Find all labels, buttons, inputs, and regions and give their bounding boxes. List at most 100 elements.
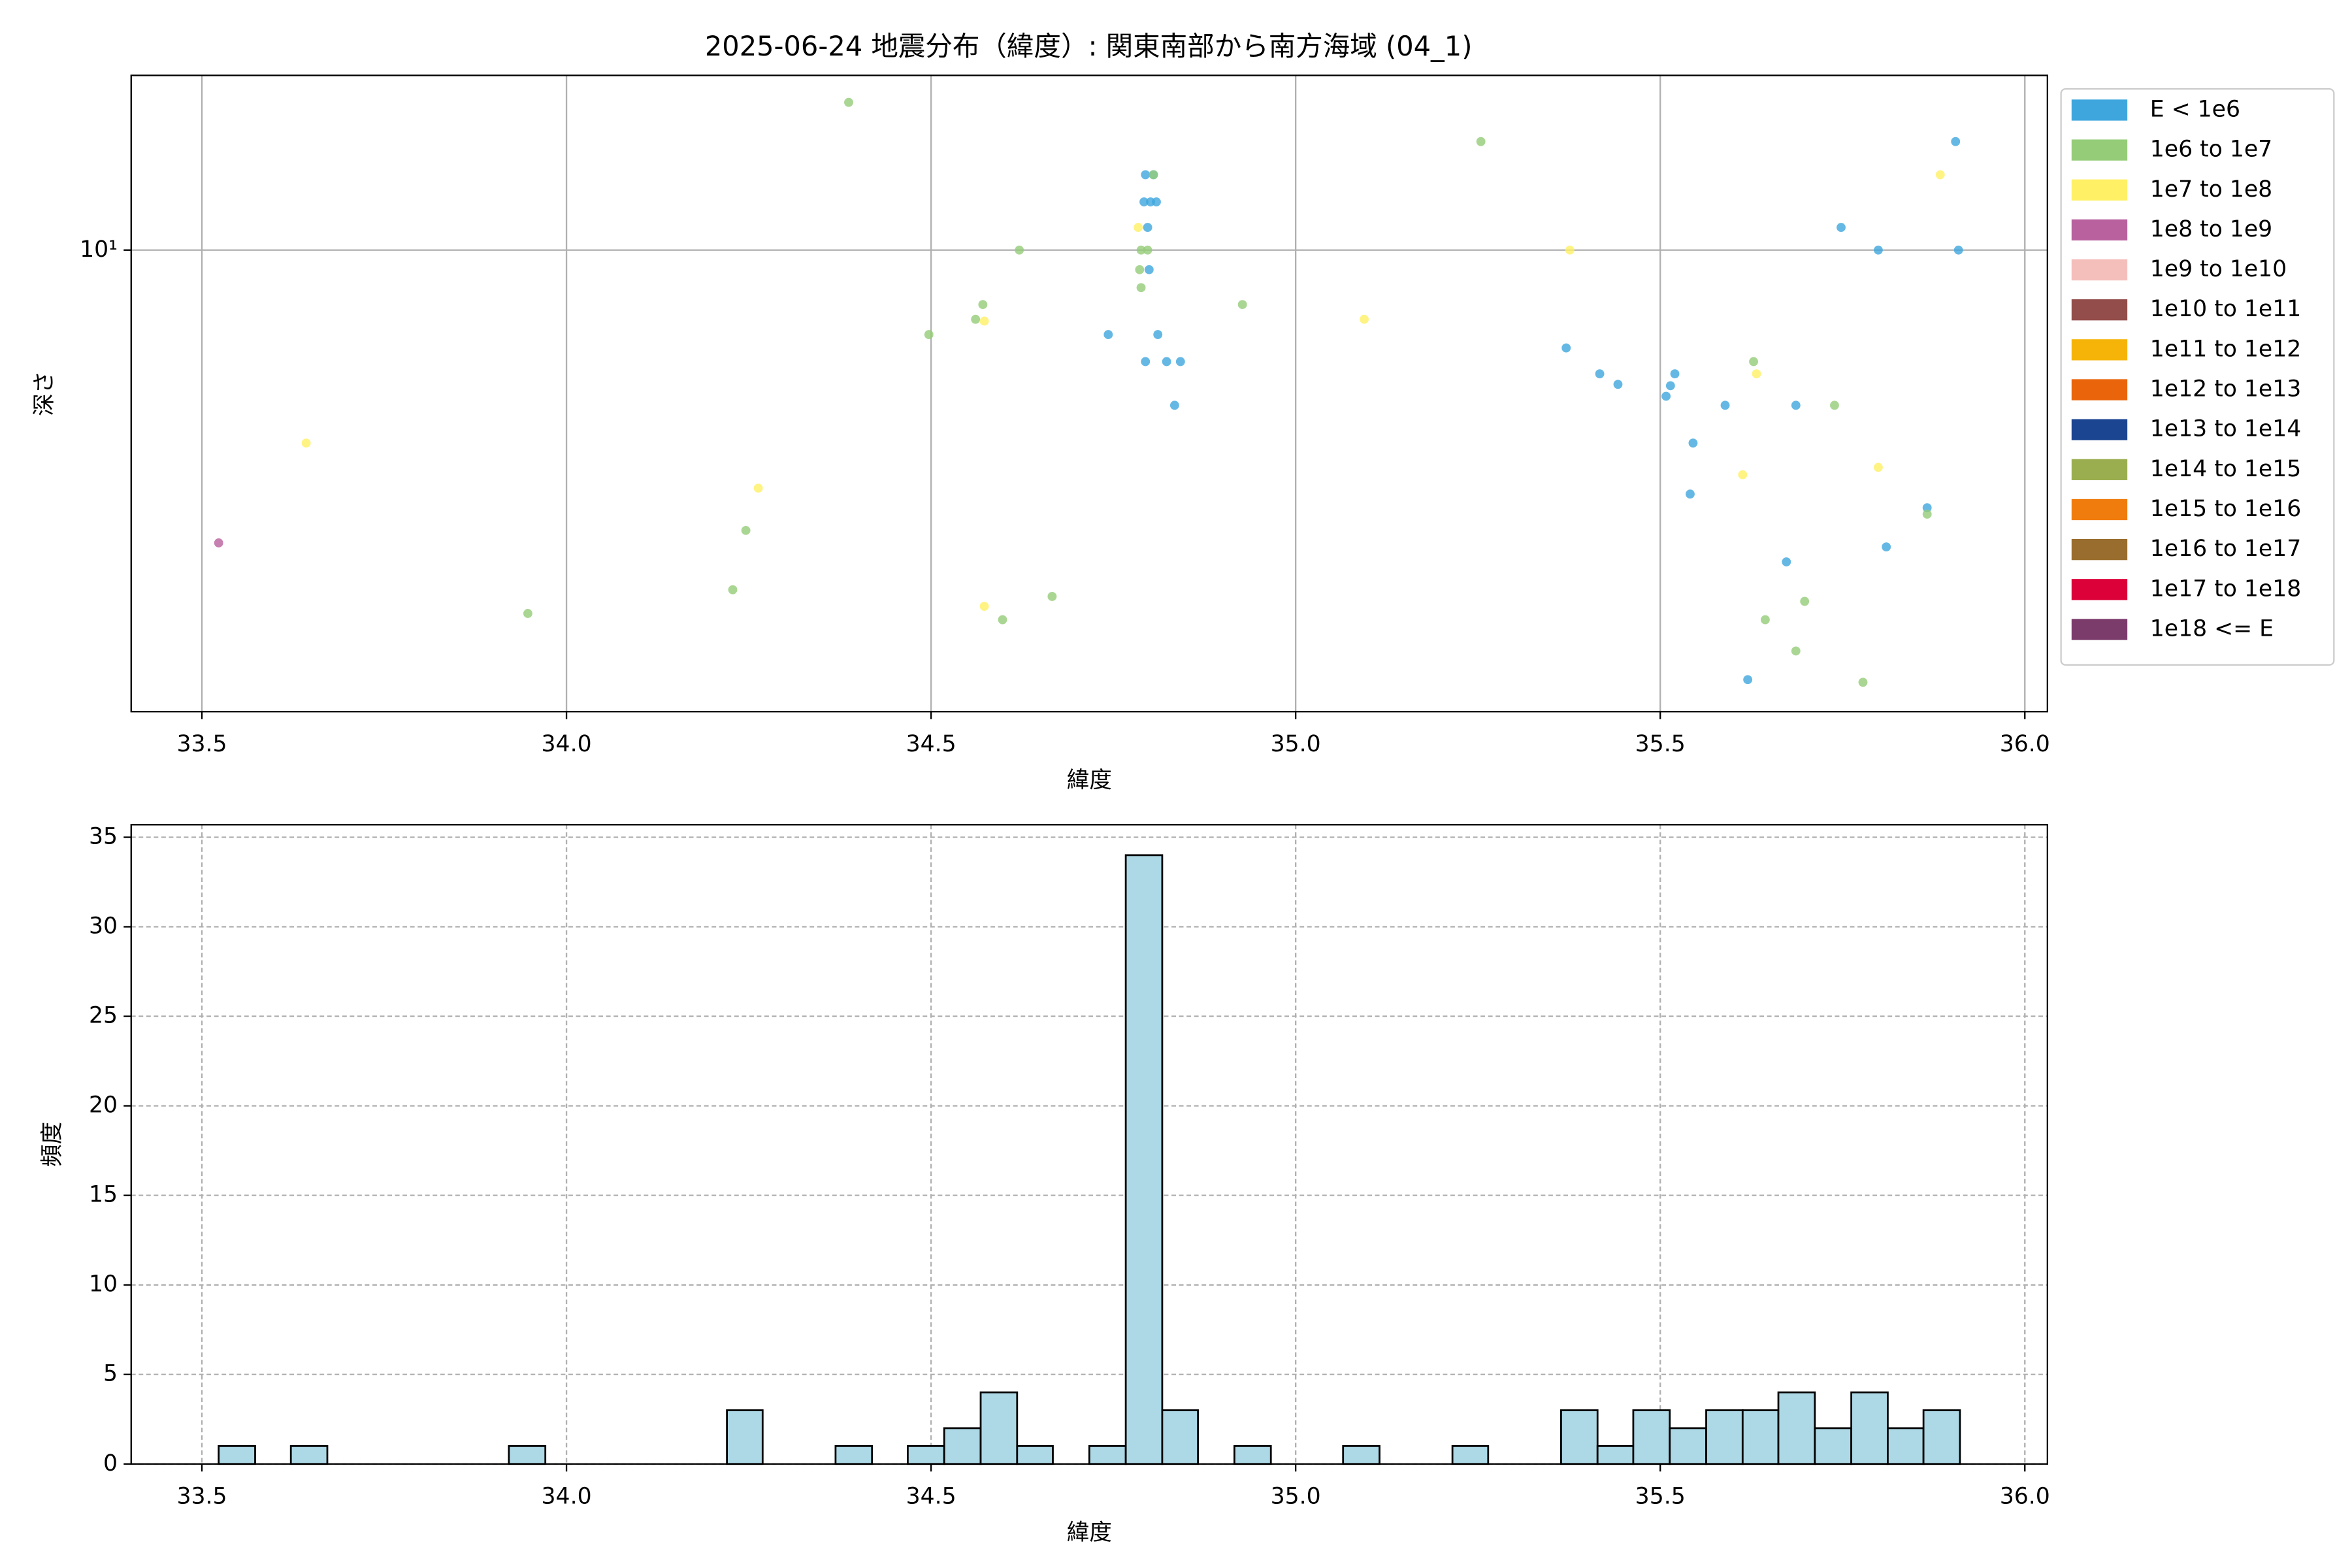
scatter-point [1152, 197, 1161, 206]
x-tick-label: 34.0 [542, 1484, 592, 1510]
histogram-bar [1887, 1427, 1925, 1465]
scatter-point [1561, 343, 1571, 353]
legend-label: 1e9 to 1e10 [2150, 256, 2287, 282]
scatter-point [1738, 470, 1748, 480]
histogram-bar [907, 1445, 945, 1465]
legend-label: 1e8 to 1e9 [2150, 216, 2272, 242]
scatter-point [1015, 245, 1024, 255]
histogram-bar [1850, 1391, 1889, 1465]
scatter-point [1760, 615, 1770, 625]
y-tick-label: 25 [89, 1003, 118, 1029]
legend-swatch [2071, 579, 2128, 600]
scatter-point [924, 330, 934, 339]
scatter-point [214, 538, 223, 547]
histogram-bar [508, 1445, 547, 1465]
histogram-bar [1451, 1445, 1490, 1465]
scatter-point [741, 525, 751, 535]
x-tick-label: 35.0 [1271, 731, 1321, 757]
scatter-point [1613, 380, 1623, 389]
histogram-bar [1596, 1445, 1635, 1465]
x-tick-label: 34.5 [906, 731, 956, 757]
scatter-point [1103, 330, 1113, 339]
scatter-point [1141, 170, 1151, 180]
scatter-point [1837, 223, 1846, 233]
histogram-bar [1705, 1409, 1744, 1465]
scatter-point [728, 585, 738, 595]
legend-swatch [2071, 419, 2128, 440]
legend-swatch [2071, 498, 2128, 521]
histogram-bar [943, 1427, 982, 1465]
histogram-bar [289, 1445, 329, 1465]
scatter-point [1743, 675, 1753, 685]
scatter-point [1143, 223, 1152, 233]
scatter-point [1873, 463, 1883, 472]
scatter-point [1935, 170, 1945, 180]
chart-title: 2025-06-24 地震分布（緯度）: 関東南部から南方海域 (04_1) [705, 30, 1473, 62]
legend-label: 1e18 <= E [2150, 615, 2274, 642]
scatter-point [1144, 265, 1154, 274]
scatter-point [1153, 330, 1163, 339]
legend-label: 1e7 to 1e8 [2150, 176, 2272, 203]
scatter-point [1800, 596, 1810, 606]
legend-swatch [2071, 379, 2128, 400]
y-tick-label: 20 [89, 1092, 118, 1119]
legend-label: 1e11 to 1e12 [2150, 336, 2301, 362]
histogram-bar [1016, 1445, 1054, 1465]
scatter-point [1752, 369, 1761, 379]
scatter-point [1136, 245, 1146, 255]
scatter-point [1476, 137, 1486, 146]
scatter-point [1791, 400, 1801, 410]
x-tick-label: 36.0 [2000, 1484, 2050, 1510]
x-tick-label: 34.0 [542, 731, 592, 757]
scatter-point [301, 438, 311, 448]
y-tick-label: 35 [89, 823, 118, 849]
legend-swatch [2071, 339, 2128, 361]
scatter-point [1951, 137, 1961, 146]
scatter-point [1149, 170, 1158, 180]
legend-label: 1e10 to 1e11 [2150, 296, 2301, 322]
scatter-point [1830, 400, 1839, 410]
scatter-point [979, 602, 989, 611]
y-tick-label: 30 [89, 913, 118, 939]
legend-swatch [2071, 219, 2128, 241]
legend-label: 1e14 to 1e15 [2150, 456, 2301, 482]
legend-label: 1e13 to 1e14 [2150, 416, 2301, 442]
histogram-bar [979, 1391, 1019, 1465]
scatter-point [1565, 245, 1575, 255]
axes-frame [130, 824, 2048, 1465]
histogram-bar [1777, 1391, 1816, 1465]
histogram-bar [1741, 1409, 1780, 1465]
x-axis-label: 緯度 [1067, 767, 1112, 793]
scatter-point [1175, 357, 1185, 367]
scatter-point [1782, 557, 1791, 566]
scatter-point [1169, 400, 1179, 410]
y-tick-label: 10 [89, 1271, 118, 1298]
x-tick-label: 33.5 [176, 1484, 227, 1510]
legend-swatch [2071, 539, 2128, 561]
scatter-point [1162, 357, 1171, 367]
scatter-point [844, 97, 853, 107]
legend-swatch [2071, 179, 2128, 201]
scatter-point [1661, 391, 1671, 401]
legend-label: E < 1e6 [2150, 96, 2240, 122]
histogram-bar [1814, 1427, 1853, 1465]
scatter-point [523, 609, 532, 618]
scatter-point [1922, 510, 1932, 519]
scatter-point [1882, 542, 1891, 552]
legend-swatch [2071, 99, 2128, 121]
scatter-point [1237, 300, 1247, 310]
histogram-bar [1669, 1427, 1707, 1465]
scatter-point [1139, 197, 1149, 206]
x-tick-label: 35.5 [1635, 1484, 1686, 1510]
histogram-bar [1233, 1445, 1272, 1465]
scatter-point [1749, 357, 1758, 367]
scatter-point [753, 483, 763, 493]
scatter-point [1720, 400, 1730, 410]
scatter-point [1135, 265, 1145, 274]
x-tick-label: 34.5 [906, 1484, 956, 1510]
scatter-point [1141, 357, 1151, 367]
y-axis-label: 深さ [31, 371, 57, 416]
scatter-point [979, 316, 989, 326]
